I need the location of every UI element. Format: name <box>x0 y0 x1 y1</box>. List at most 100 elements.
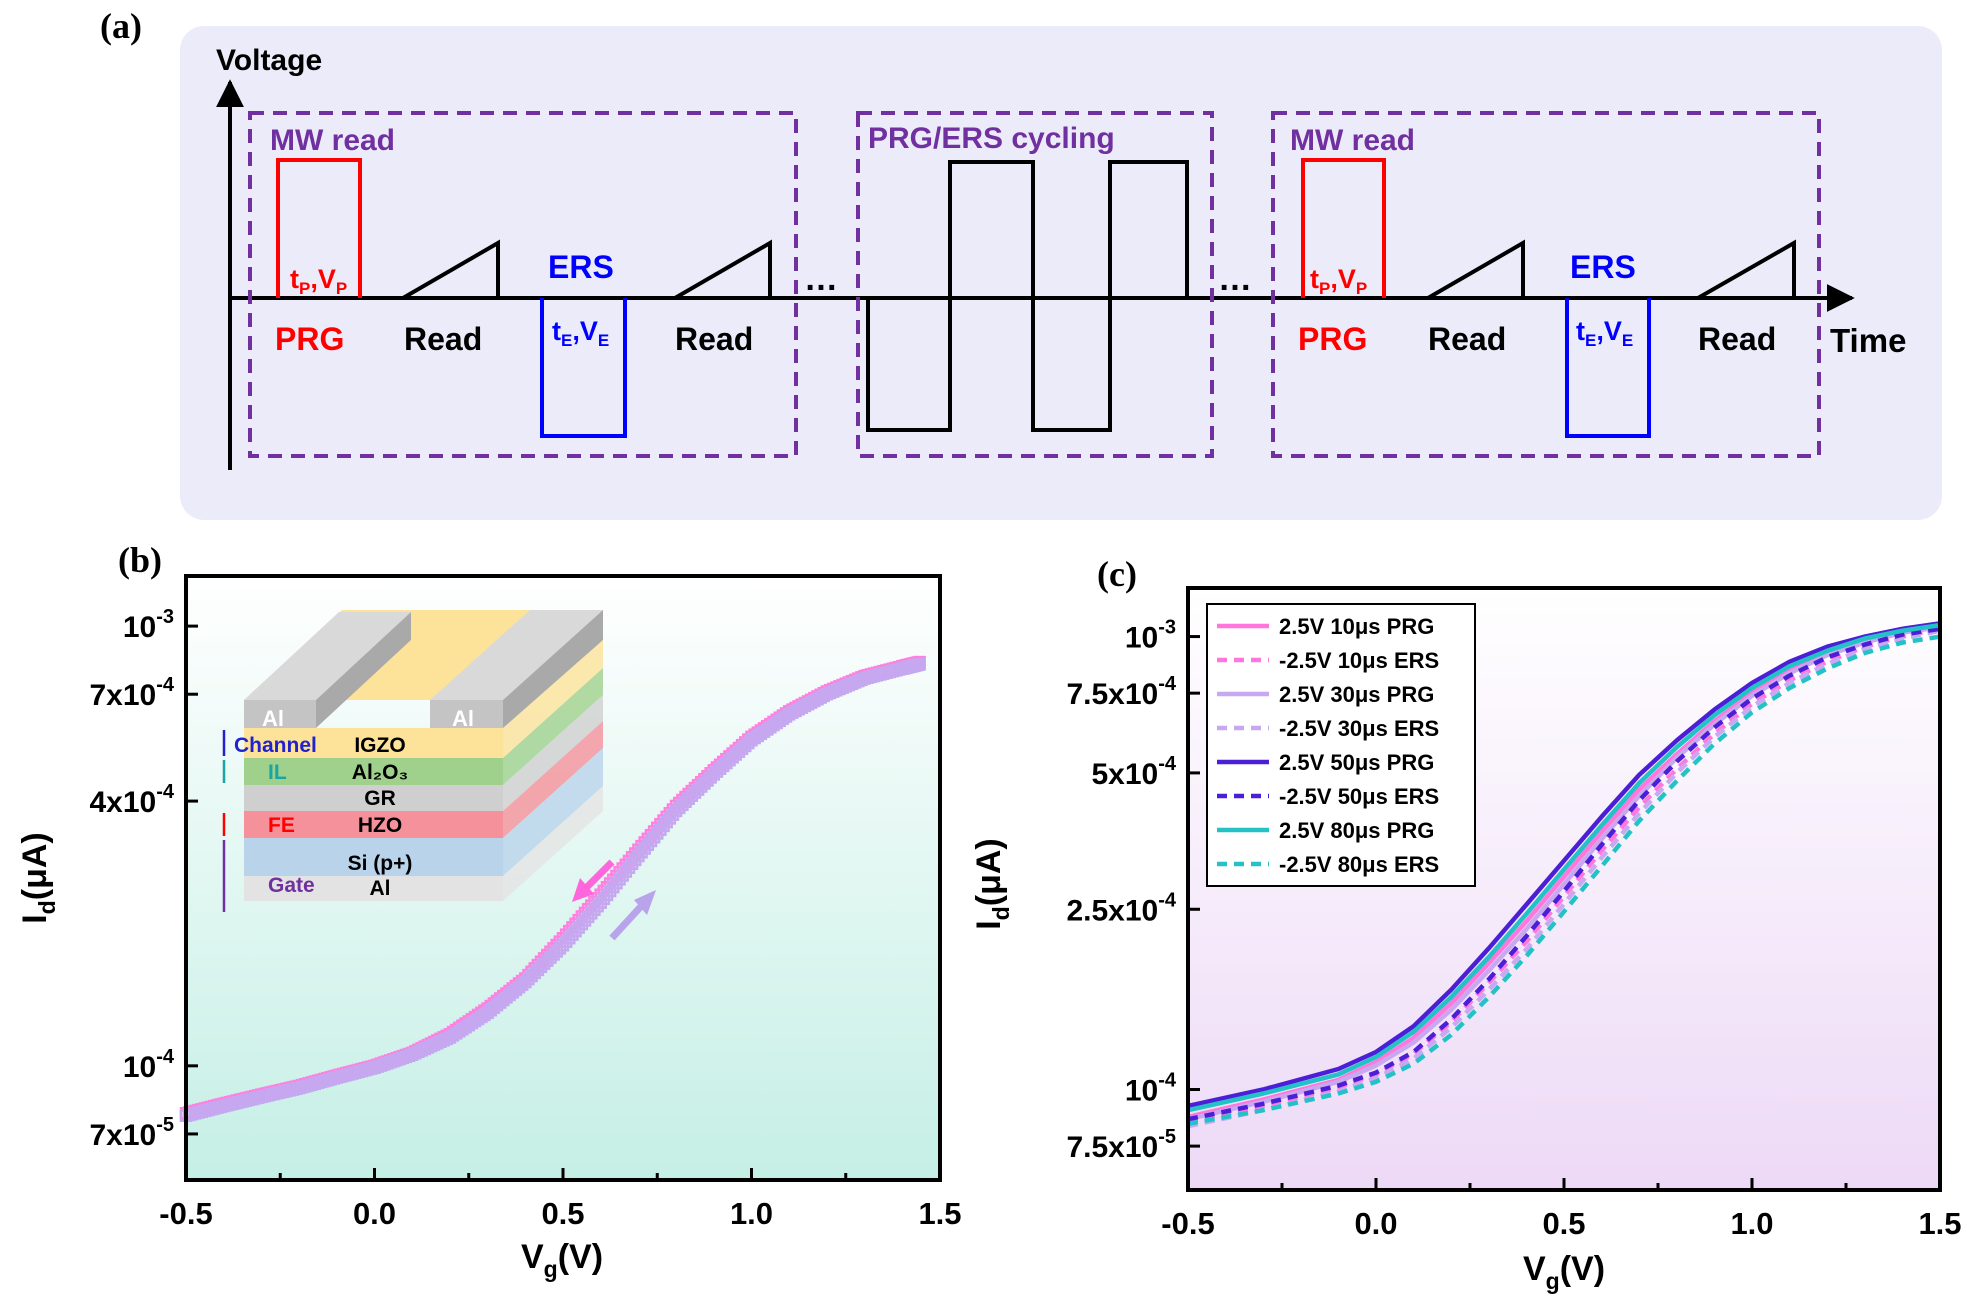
y-tick-label: 10-3 <box>1125 617 1176 655</box>
sweep-arrow-down <box>572 859 615 902</box>
read-ramp-2 <box>673 239 772 300</box>
inset-layer <box>244 786 603 901</box>
data-point <box>913 658 926 671</box>
inset-layer <box>244 695 603 811</box>
series-line <box>1187 624 1941 1122</box>
x-axis-label: Vg(V) <box>1523 1250 1605 1294</box>
data-point <box>581 910 595 924</box>
series-line <box>1187 621 1941 1109</box>
panel-a-background <box>180 26 1942 520</box>
x-tick-label: -0.5 <box>1161 1206 1214 1241</box>
x-tick-label: 0.5 <box>1542 1206 1585 1241</box>
data-point <box>585 907 598 920</box>
inset-electrode-left <box>244 612 411 728</box>
inset-layer-name: Al₂O₃ <box>352 761 408 784</box>
read-label-4: Read <box>1698 321 1776 357</box>
series-line <box>1187 626 1941 1122</box>
y-tick-label: 7x10-4 <box>89 674 174 712</box>
x-tick-label: 1.5 <box>1918 1206 1961 1241</box>
cycling-label: PRG/ERS cycling <box>868 122 1115 155</box>
cycling-box <box>856 111 1214 458</box>
read-label-2: Read <box>675 321 753 357</box>
data-point <box>588 903 601 917</box>
read-ramp-3 <box>1426 239 1525 300</box>
inset-layer-role: FE <box>268 814 295 837</box>
inset-layer-name: IGZO <box>354 734 405 757</box>
prg-tp-vp-label-right: tP,VP <box>1310 264 1367 298</box>
data-point <box>575 917 589 931</box>
panel-c: (c) -0.5 0.0 0.5 1.0 1.5 10-3 7.5x10-4 5x10-4 2.… <box>970 554 1962 1294</box>
inset-layer-name: Si (p+) <box>348 852 413 875</box>
x-tick-label: 1.5 <box>918 1196 961 1231</box>
panel-b-axes: -0.5 0.0 0.5 1.0 1.5 10-3 7x10-4 4x10-4 10-4 7x10… <box>16 606 962 1282</box>
y-tick-label: 10-3 <box>123 606 174 644</box>
mw-read-box-left <box>248 111 798 458</box>
inset-layer-name: HZO <box>358 814 402 837</box>
y-tick-label: 10-4 <box>1125 1070 1177 1108</box>
legend-entry: 2.5V 10μs PRG <box>1279 614 1434 639</box>
inset-layer-role: Gate <box>268 874 315 897</box>
y-tick-label: 10-4 <box>123 1046 175 1084</box>
y-tick-label: 4x10-4 <box>89 781 174 819</box>
ers-te-ve-label-right: tE,VE <box>1576 316 1633 350</box>
panel-c-series <box>1187 621 1941 1129</box>
panel-a-label: (a) <box>100 6 142 46</box>
ers-pulse-right <box>1565 298 1651 438</box>
inset-layer <box>244 638 603 758</box>
inset-layer-name: GR <box>364 787 396 810</box>
inset-electrode-right <box>430 610 603 728</box>
x-tick-label: 0.5 <box>541 1196 584 1231</box>
data-point <box>553 942 567 955</box>
panel-c-axes: -0.5 0.0 0.5 1.0 1.5 10-3 7.5x10-4 5x10-4 2.5x10… <box>970 617 1962 1294</box>
series-line <box>1187 634 1941 1127</box>
legend-entry: 2.5V 50μs PRG <box>1279 750 1434 775</box>
panel-a: (a) Voltage Time MW read PRG/ERS cycling… <box>100 6 1942 520</box>
y-tick-label: 7.5x10-5 <box>1066 1126 1176 1164</box>
device-structure-inset: Al Al IGZO Channel Al₂O₃ IL GR HZO FE Si (p+) Ga… <box>222 610 603 912</box>
x-tick-label: 1.0 <box>1730 1206 1773 1241</box>
ellipsis-left: … <box>804 260 838 298</box>
data-point <box>563 931 576 945</box>
data-point <box>559 935 573 948</box>
mw-read-box-right <box>1271 111 1821 458</box>
prg-tp-vp-label-left: tP,VP <box>290 264 347 298</box>
inset-layer <box>244 668 603 785</box>
read-label-3: Read <box>1428 321 1506 357</box>
y-axis-label: Id(μA) <box>16 832 60 924</box>
legend-entry: -2.5V 80μs ERS <box>1279 852 1439 877</box>
x-axis-label: Vg(V) <box>521 1238 603 1282</box>
inset-layer-name: Al <box>370 877 391 900</box>
series-line <box>1187 622 1941 1113</box>
prg-label-right: PRG <box>1298 321 1367 357</box>
data-point <box>578 914 592 927</box>
x-tick-label: -0.5 <box>159 1196 212 1231</box>
ellipsis-right: … <box>1218 260 1252 298</box>
inset-layer <box>244 748 603 876</box>
legend-box <box>1206 603 1476 887</box>
y-tick-label: 7.5x10-4 <box>1066 673 1176 711</box>
legend-entry: -2.5V 10μs ERS <box>1279 648 1439 673</box>
legend-entry: -2.5V 30μs ERS <box>1279 716 1439 741</box>
sweep-series <box>179 658 926 1122</box>
mw-read-label-right: MW read <box>1290 124 1415 157</box>
inset-layer <box>244 721 603 838</box>
panel-b-series <box>179 655 926 1122</box>
y-tick-label: 2.5x10-4 <box>1066 889 1176 927</box>
mw-read-label-left: MW read <box>270 124 395 157</box>
ers-label-left: ERS <box>548 249 614 285</box>
prg-pulse-right <box>1301 158 1386 298</box>
ers-te-ve-label-left: tE,VE <box>552 316 609 350</box>
cycling-waveform <box>866 160 1189 432</box>
panel-c-label: (c) <box>1097 554 1137 594</box>
voltage-axis-label: Voltage <box>216 44 322 77</box>
y-tick-label: 7x10-5 <box>89 1114 174 1152</box>
sweep-arrow-up <box>609 890 656 941</box>
data-point <box>566 928 579 941</box>
inset-layer-role: IL <box>268 761 287 784</box>
data-point <box>569 924 582 938</box>
data-point <box>556 939 570 952</box>
x-tick-label: 0.0 <box>1354 1206 1397 1241</box>
x-tick-label: 1.0 <box>730 1196 773 1231</box>
legend-entry: 2.5V 30μs PRG <box>1279 682 1434 707</box>
